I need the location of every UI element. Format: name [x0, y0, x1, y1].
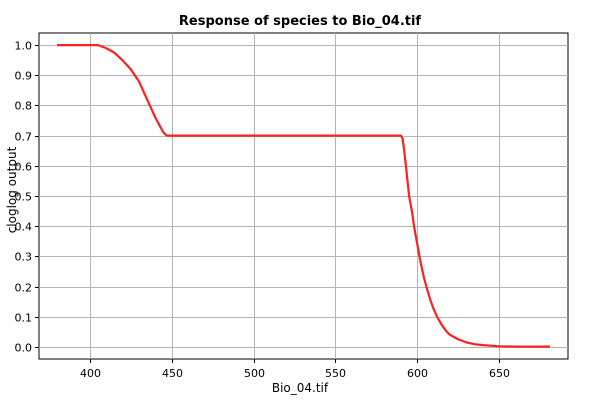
y-tick-label: 0.0	[15, 342, 33, 355]
response-curve	[57, 43, 550, 348]
y-tick-label: 0.1	[15, 312, 33, 325]
y-tick-label: 0.2	[15, 282, 33, 295]
y-tick-label: 0.3	[15, 251, 33, 264]
y-tick-label: 0.8	[15, 100, 33, 113]
x-tick-label: 650	[489, 367, 510, 380]
x-axis-label: Bio_04.tif	[271, 381, 329, 395]
x-tick-label: 600	[407, 367, 428, 380]
y-tick-label: 0.4	[15, 221, 33, 234]
x-tick-label: 400	[80, 367, 101, 380]
y-tick-label: 0.6	[15, 161, 33, 174]
chart-title: Response of species to Bio_04.tif	[178, 14, 422, 29]
x-tick-label: 550	[325, 367, 346, 380]
y-tick-label: 0.9	[15, 70, 33, 83]
x-tick-label: 450	[162, 367, 183, 380]
y-tick-label: 0.5	[15, 191, 33, 204]
x-tick-label: 500	[244, 367, 265, 380]
y-tick-label: 0.7	[15, 131, 33, 144]
y-tick-label: 1.0	[15, 40, 33, 53]
